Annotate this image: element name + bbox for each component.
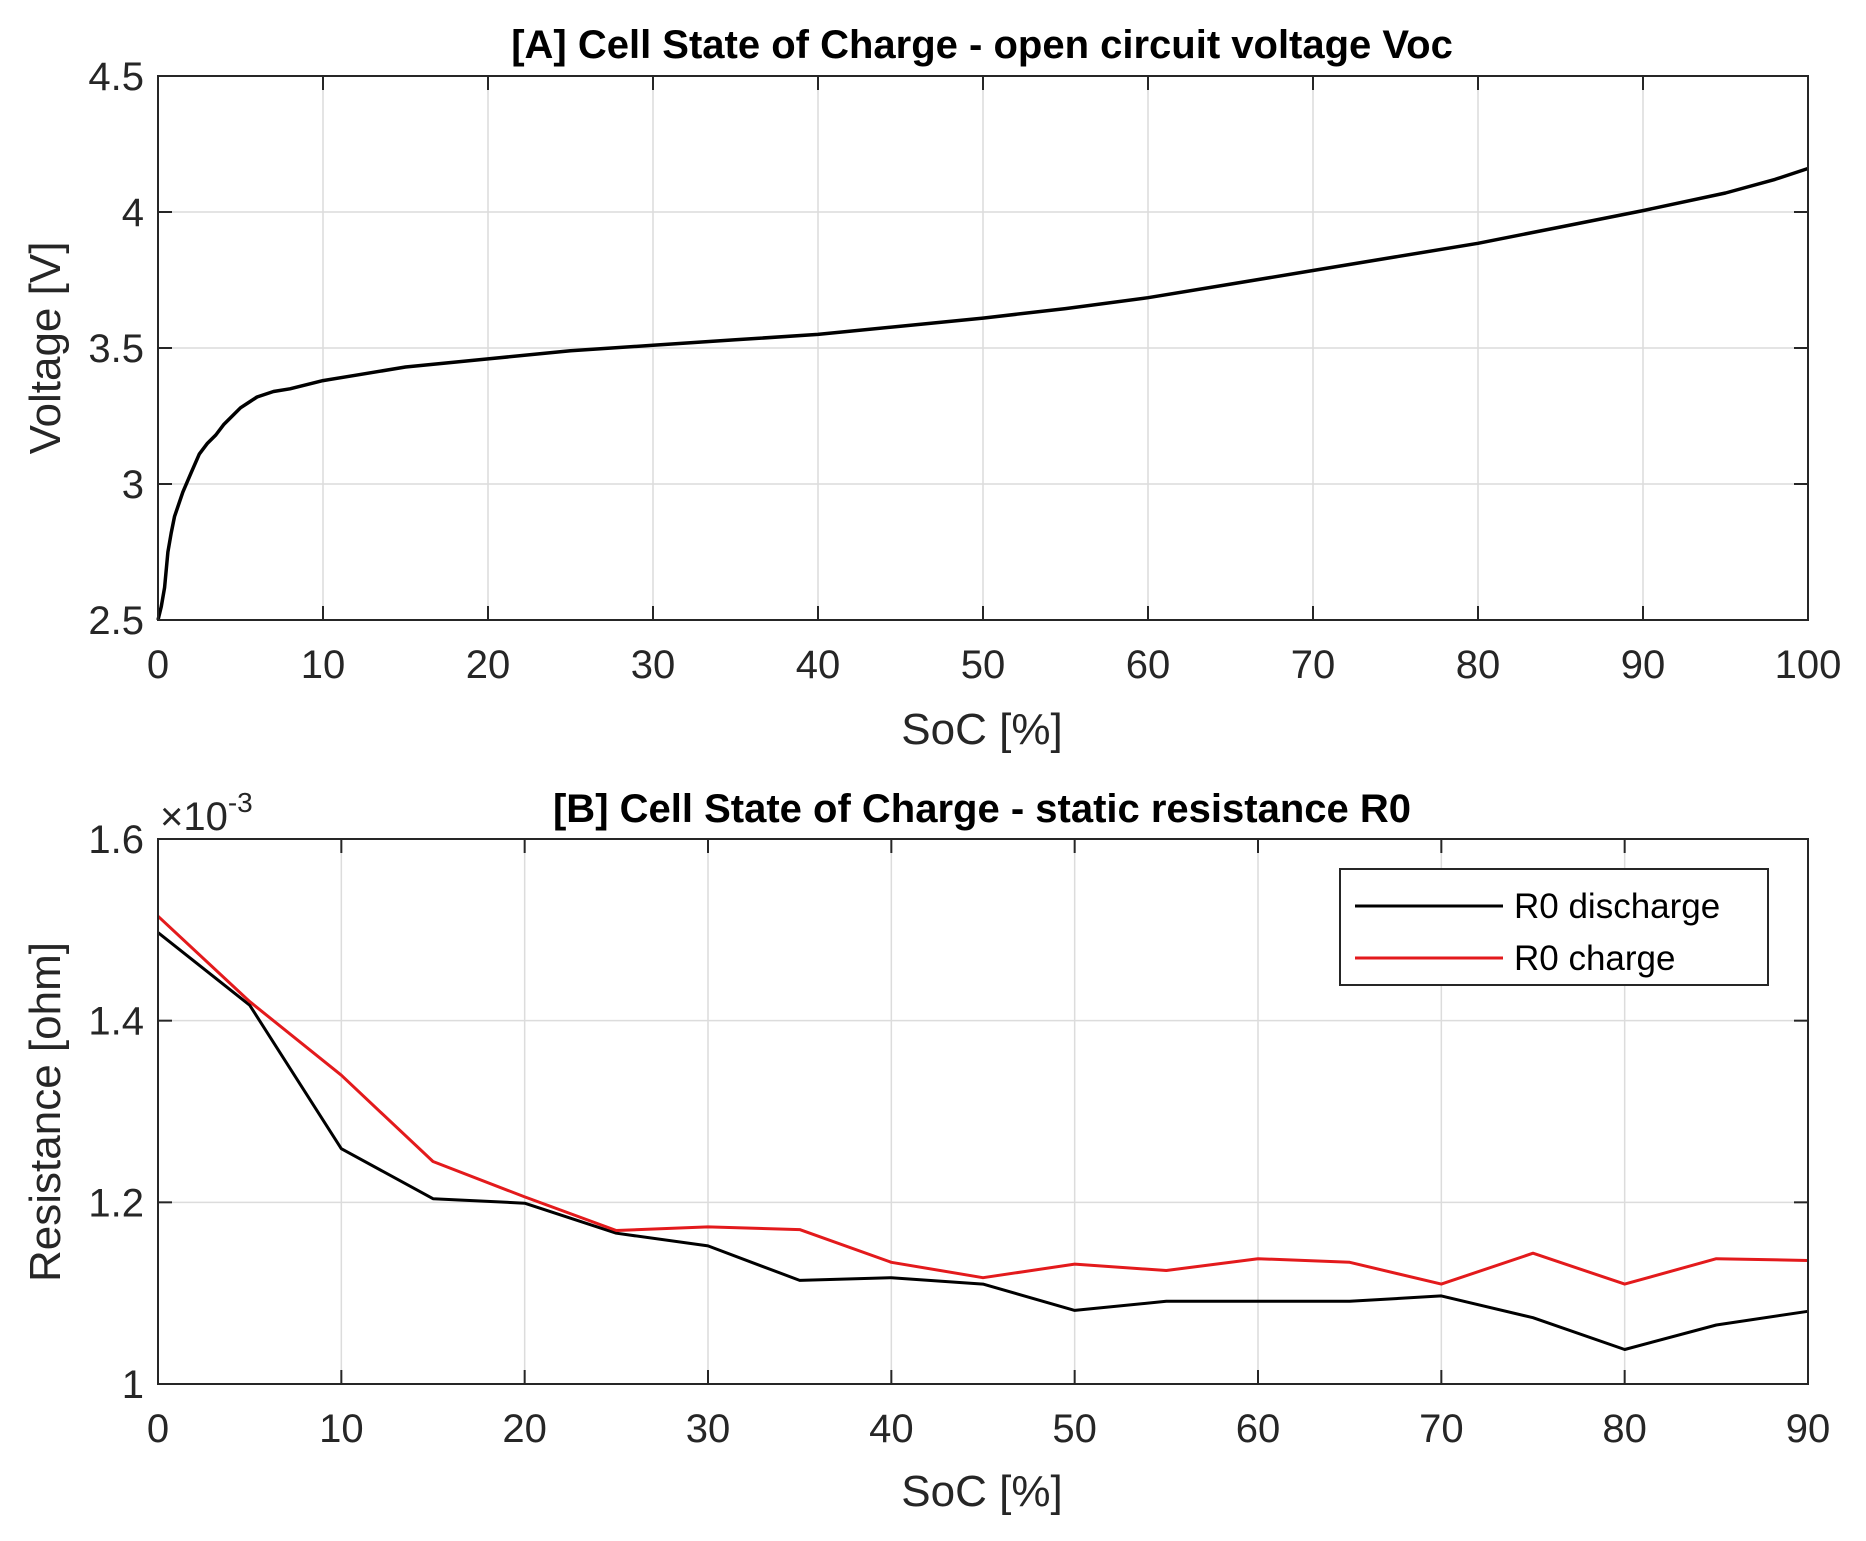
r0-x-tick-label: 10 bbox=[319, 1407, 364, 1451]
voc-chart-plot-box bbox=[157, 75, 1809, 621]
legend-box bbox=[1339, 868, 1769, 986]
voc-x-tick-label: 50 bbox=[961, 643, 1006, 687]
voc-x-tick-label: 40 bbox=[796, 643, 841, 687]
r0-x-tick-label: 30 bbox=[686, 1407, 731, 1451]
voc-x-tick-label: 30 bbox=[631, 643, 676, 687]
voc-x-tick-label: 0 bbox=[147, 643, 169, 687]
legend-label-r0-discharge: R0 discharge bbox=[1514, 887, 1720, 926]
voc-x-tick-label: 20 bbox=[466, 643, 511, 687]
r0-chart-tick-labels: 0 10 20 30 40 50 60 70 80 90 1 1.2 1.4 1.6 bbox=[88, 818, 1830, 1451]
voc-chart-series bbox=[156, 166, 1809, 621]
voc-x-tick-label: 60 bbox=[1126, 643, 1171, 687]
voc-y-tick-label: 3 bbox=[122, 463, 144, 507]
voc-x-tick-label: 90 bbox=[1621, 643, 1666, 687]
r0-y-tick-label: 1.4 bbox=[88, 1000, 144, 1044]
voc-x-tick-label: 10 bbox=[301, 643, 346, 687]
y-multiplier-base: ×10 bbox=[160, 795, 228, 839]
r0-chart: [B] Cell State of Charge - static resist… bbox=[21, 787, 1830, 1516]
legend-label-r0-charge: R0 charge bbox=[1514, 939, 1675, 978]
voc-y-tick-label: 4.5 bbox=[88, 55, 144, 99]
r0-chart-title: [B] Cell State of Charge - static resist… bbox=[553, 787, 1411, 831]
voc-x-tick-label: 70 bbox=[1291, 643, 1336, 687]
voc-chart-tick-labels: 0 10 20 30 40 50 60 70 80 90 100 2.5 3 3.5 4 4.5 bbox=[88, 55, 1841, 687]
voc-x-tick-label: 80 bbox=[1456, 643, 1501, 687]
voc-chart-title: [A] Cell State of Charge - open circuit … bbox=[511, 23, 1453, 67]
r0-chart-ylabel: Resistance [ohm] bbox=[21, 942, 70, 1282]
r0-chart-series bbox=[156, 915, 1809, 1351]
r0-chart-xlabel: SoC [%] bbox=[901, 1467, 1062, 1516]
voc-y-tick-label: 2.5 bbox=[88, 599, 144, 643]
r0-chart-grid bbox=[158, 839, 1808, 1384]
voc-y-tick-label: 3.5 bbox=[88, 327, 144, 371]
r0-y-tick-label: 1.6 bbox=[88, 818, 144, 862]
voc-chart-xlabel: SoC [%] bbox=[901, 705, 1062, 754]
series-line-r0-discharge bbox=[157, 931, 1809, 1351]
r0-chart-legend: R0 discharge R0 charge bbox=[1339, 868, 1769, 986]
voc-chart-grid bbox=[158, 76, 1808, 620]
r0-chart-y-multiplier: ×10-3 bbox=[160, 787, 253, 839]
r0-x-tick-label: 0 bbox=[147, 1407, 169, 1451]
voc-chart-ylabel: Voltage [V] bbox=[21, 242, 70, 455]
r0-x-tick-label: 70 bbox=[1419, 1407, 1464, 1451]
r0-x-tick-label: 40 bbox=[869, 1407, 914, 1451]
r0-y-tick-label: 1 bbox=[122, 1363, 144, 1407]
series-line-voc bbox=[156, 166, 1809, 621]
series-line-r0-charge bbox=[156, 915, 1809, 1286]
r0-x-tick-label: 90 bbox=[1786, 1407, 1831, 1451]
r0-x-tick-label: 80 bbox=[1602, 1407, 1647, 1451]
r0-y-tick-label: 1.2 bbox=[88, 1181, 144, 1225]
voc-chart: [A] Cell State of Charge - open circuit … bbox=[21, 23, 1841, 754]
y-multiplier-exponent: -3 bbox=[228, 787, 253, 818]
r0-x-tick-label: 20 bbox=[502, 1407, 547, 1451]
voc-x-tick-label: 100 bbox=[1775, 643, 1842, 687]
voc-y-tick-label: 4 bbox=[122, 191, 144, 235]
r0-x-tick-label: 50 bbox=[1052, 1407, 1097, 1451]
r0-chart-plot-box bbox=[157, 838, 1809, 1385]
r0-x-tick-label: 60 bbox=[1236, 1407, 1281, 1451]
